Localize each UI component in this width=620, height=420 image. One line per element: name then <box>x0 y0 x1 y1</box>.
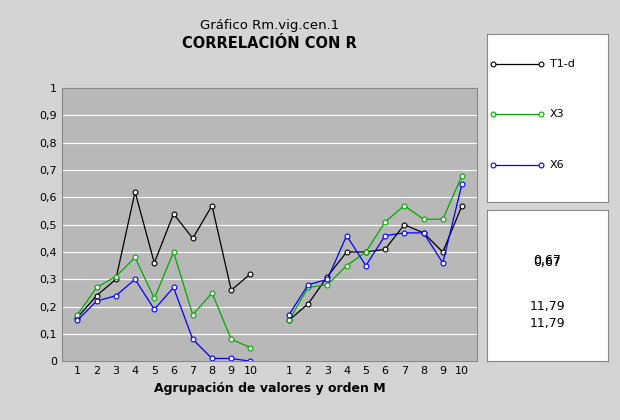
Text: Gráfico Rm.vig.cen.1: Gráfico Rm.vig.cen.1 <box>200 19 339 32</box>
Text: T1-d: T1-d <box>549 59 575 69</box>
Text: 11,79: 11,79 <box>529 317 565 330</box>
Text: 0,67: 0,67 <box>534 254 561 267</box>
Text: 0,67: 0,67 <box>533 257 561 269</box>
Text: X6: X6 <box>549 160 564 170</box>
Text: CORRELACIÓN CON R: CORRELACIÓN CON R <box>182 36 357 51</box>
Text: X3: X3 <box>549 109 564 119</box>
X-axis label: Agrupación de valores y orden M: Agrupación de valores y orden M <box>154 382 386 395</box>
Text: 11,79: 11,79 <box>529 300 565 313</box>
